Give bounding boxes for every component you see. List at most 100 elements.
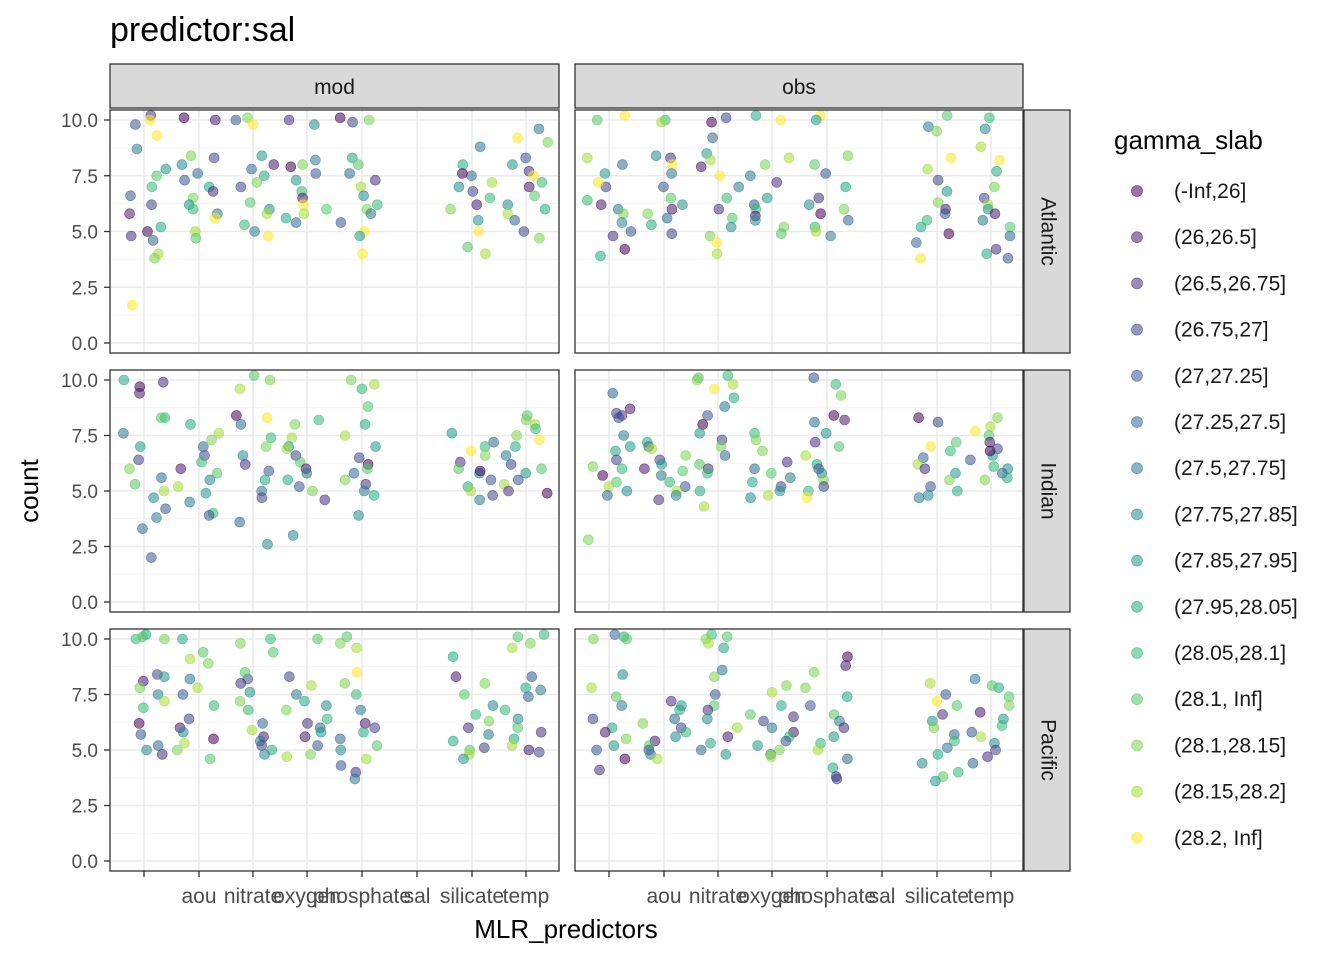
data-point bbox=[744, 170, 756, 182]
y-tick-label: 10.0 bbox=[61, 630, 98, 651]
data-point bbox=[362, 463, 373, 475]
x-tick-label: sal bbox=[404, 885, 431, 908]
data-point bbox=[134, 682, 146, 694]
data-point bbox=[282, 474, 294, 486]
data-point bbox=[951, 485, 963, 497]
data-point bbox=[989, 181, 1000, 193]
data-point bbox=[716, 664, 728, 676]
data-point bbox=[984, 112, 995, 124]
data-point bbox=[919, 463, 931, 475]
data-point bbox=[265, 633, 276, 645]
data-point bbox=[486, 177, 498, 188]
data-point bbox=[520, 152, 532, 164]
data-point bbox=[335, 217, 347, 228]
x-tick-label: aou bbox=[181, 885, 216, 908]
strip-label: Atlantic bbox=[1036, 197, 1059, 266]
data-point bbox=[726, 212, 738, 224]
y-axis-indian: 0.0 2.5 5.0 7.5 10.0 bbox=[61, 371, 110, 614]
strip-background bbox=[574, 63, 1024, 109]
data-point bbox=[619, 753, 631, 765]
x-tick-label: phosphate bbox=[313, 885, 411, 908]
data-point bbox=[339, 678, 351, 689]
data-point bbox=[747, 476, 758, 488]
data-point bbox=[990, 244, 1002, 255]
data-point bbox=[321, 700, 332, 711]
y-tick-label: 0.0 bbox=[72, 334, 98, 355]
data-point bbox=[698, 501, 710, 512]
data-point bbox=[705, 737, 716, 749]
data-point bbox=[281, 751, 293, 763]
legend-label: (27,27.25] bbox=[1174, 365, 1269, 388]
legend-item: (27.85,27.95] bbox=[1131, 550, 1298, 573]
data-point bbox=[512, 713, 524, 725]
legend-key bbox=[1131, 369, 1143, 382]
data-point bbox=[179, 737, 190, 749]
data-point bbox=[916, 757, 928, 769]
legend-item: (28.1,28.15] bbox=[1131, 734, 1286, 757]
legend-label: (26.5,26.75] bbox=[1174, 272, 1286, 295]
data-point bbox=[177, 633, 188, 645]
data-point bbox=[923, 121, 934, 132]
data-point bbox=[297, 159, 308, 170]
data-point bbox=[664, 476, 676, 488]
data-point bbox=[310, 154, 321, 166]
data-point bbox=[465, 445, 477, 457]
data-point bbox=[803, 199, 815, 210]
legend-label: (28.15,28.2] bbox=[1174, 781, 1286, 804]
data-point bbox=[485, 474, 497, 486]
data-point bbox=[812, 744, 824, 756]
data-point bbox=[599, 726, 611, 738]
data-point bbox=[595, 250, 606, 262]
data-point bbox=[149, 252, 160, 264]
data-point bbox=[619, 110, 631, 121]
data-point bbox=[750, 110, 762, 121]
data-point bbox=[720, 749, 732, 760]
data-point bbox=[185, 150, 197, 161]
data-point bbox=[353, 452, 365, 464]
data-point bbox=[669, 713, 681, 725]
data-point bbox=[974, 706, 986, 718]
data-point bbox=[203, 510, 215, 521]
data-point bbox=[335, 760, 347, 771]
data-point bbox=[607, 230, 619, 242]
data-point bbox=[306, 680, 317, 691]
data-point bbox=[474, 465, 486, 477]
data-point bbox=[975, 141, 987, 153]
data-point bbox=[243, 704, 254, 716]
data-point bbox=[359, 419, 371, 430]
data-point bbox=[184, 673, 196, 685]
strip-atlantic: Atlantic bbox=[1023, 109, 1071, 354]
points bbox=[581, 110, 1016, 264]
data-point bbox=[529, 190, 540, 202]
panel-obs-indian bbox=[574, 369, 1024, 613]
data-point bbox=[453, 181, 465, 193]
data-point bbox=[621, 633, 633, 645]
data-point bbox=[197, 646, 209, 658]
data-point bbox=[509, 215, 521, 226]
data-point bbox=[472, 215, 484, 226]
data-point bbox=[586, 682, 597, 694]
data-point bbox=[694, 485, 706, 497]
data-point bbox=[312, 740, 323, 751]
data-point bbox=[913, 412, 924, 424]
data-point bbox=[715, 441, 727, 452]
data-point bbox=[198, 441, 209, 452]
data-point bbox=[290, 217, 302, 228]
data-point bbox=[986, 680, 998, 691]
y-tick-label: 2.5 bbox=[72, 278, 98, 299]
data-point bbox=[670, 490, 682, 501]
data-point bbox=[133, 454, 144, 466]
data-point bbox=[264, 374, 276, 386]
data-point bbox=[800, 682, 811, 694]
data-point bbox=[175, 463, 187, 475]
data-point bbox=[268, 159, 280, 170]
strip-background bbox=[1023, 369, 1071, 613]
data-point bbox=[159, 633, 170, 645]
data-point bbox=[722, 731, 734, 743]
y-axis-atlantic: 0.0 2.5 5.0 7.5 10.0 bbox=[61, 111, 110, 355]
data-point bbox=[925, 441, 937, 452]
strip-obs: obs bbox=[574, 63, 1024, 109]
panel-border bbox=[574, 109, 1024, 354]
x-tick-label: nitrate bbox=[689, 885, 747, 908]
